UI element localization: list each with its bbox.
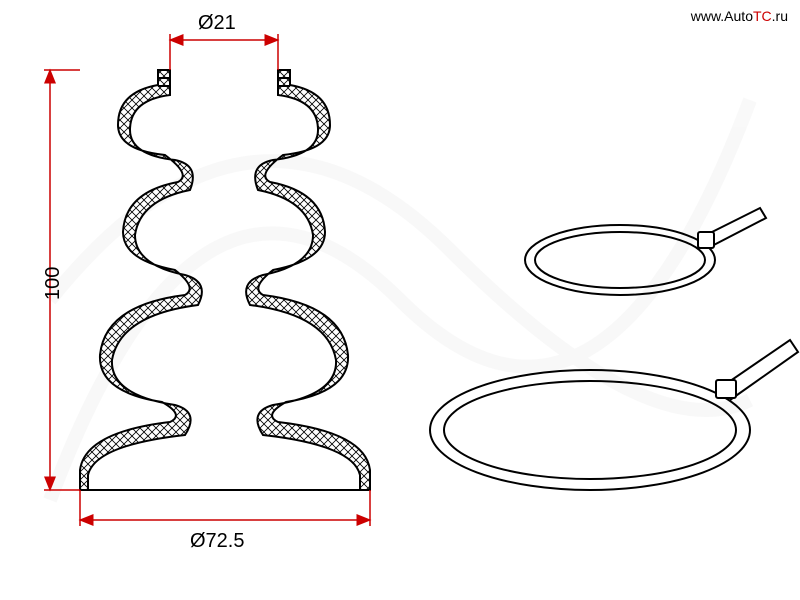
dim-bottom-diameter: [80, 490, 370, 526]
watermark-highlight: TC: [753, 8, 772, 24]
watermark-suffix: .ru: [772, 8, 788, 24]
dim-top-label: Ø21: [198, 12, 236, 35]
cv-boot-section: [80, 70, 370, 490]
watermark-prefix: www.Auto: [691, 8, 753, 24]
clamp-small: [525, 208, 766, 295]
dim-top-diameter: [170, 34, 278, 70]
dim-height-label: 100: [42, 267, 65, 300]
boot-right-wall: [246, 70, 370, 490]
dim-bottom-label: Ø72.5: [190, 530, 244, 553]
diagram-canvas: [0, 0, 800, 600]
watermark-url: www.AutoTC.ru: [691, 8, 788, 24]
